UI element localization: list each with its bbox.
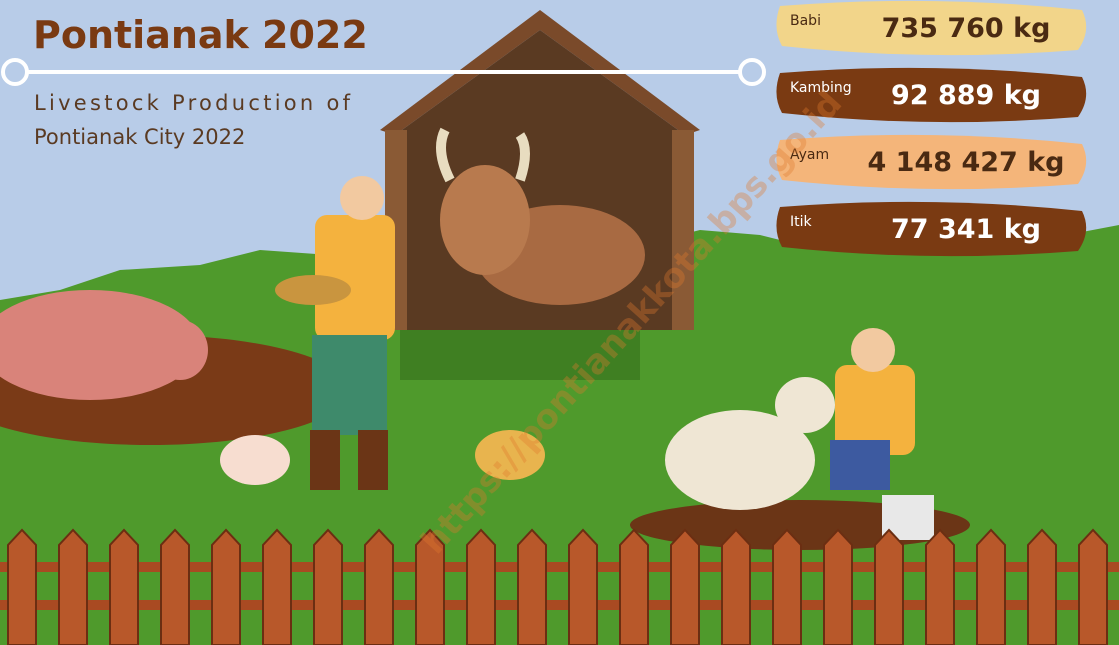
fence-rail [0, 562, 1119, 572]
title: Pontianak 2022 [33, 13, 368, 57]
farmer-boot [358, 430, 388, 490]
divider-end [1, 58, 29, 86]
item-label: Ayam [790, 147, 829, 163]
sheep-head [775, 377, 835, 433]
item-label: Babi [790, 13, 821, 29]
pig [0, 290, 200, 400]
fence-picket [517, 528, 547, 645]
fence-picket [568, 528, 598, 645]
pig-head [152, 320, 208, 380]
fence-picket [1078, 528, 1108, 645]
fence-picket [1027, 528, 1057, 645]
fence [0, 528, 1119, 645]
farmer-shirt [315, 215, 395, 340]
items: Babi 735 760 kg Kambing 92 889 kg Ayam 4 148 … [776, 0, 1087, 257]
chicken [220, 435, 290, 485]
farmer-pants [312, 335, 387, 435]
farmer-pants [830, 440, 890, 490]
item-label: Kambing [790, 80, 852, 96]
subtitle: Pontianak City 2022 [34, 125, 245, 149]
fence-picket [772, 528, 802, 645]
item-badge [776, 0, 1087, 56]
fence-picket [313, 528, 343, 645]
subtitle: Livestock Production of [34, 91, 351, 115]
item-badge [776, 67, 1087, 123]
fence-picket [58, 528, 88, 645]
fence-picket [976, 528, 1006, 645]
farmer-head [851, 328, 895, 372]
item-value: 735 760 kg [882, 13, 1051, 44]
item-value: 92 889 kg [891, 80, 1041, 111]
fence-picket [7, 528, 37, 645]
farmer-shirt [835, 365, 915, 455]
fence-picket [109, 528, 139, 645]
item-badge [776, 134, 1087, 190]
fence-picket [364, 528, 394, 645]
fence-picket [415, 528, 445, 645]
farmer-boot [310, 430, 340, 490]
fence-picket [619, 528, 649, 645]
divider-end [738, 58, 766, 86]
item-value: 77 341 kg [891, 214, 1041, 245]
item-value: 4 148 427 kg [868, 147, 1065, 178]
fence-picket [874, 528, 904, 645]
cow-head [440, 165, 530, 275]
fence-picket [670, 528, 700, 645]
fence-picket [160, 528, 190, 645]
feed-bowl [275, 275, 351, 305]
fence-picket [211, 528, 241, 645]
sheep [665, 410, 815, 510]
fence-picket [466, 528, 496, 645]
farmer-head [340, 176, 384, 220]
barn-post [672, 130, 694, 330]
cow-horns [436, 127, 530, 183]
fence-picket [925, 528, 955, 645]
fence-rail [0, 600, 1119, 610]
fence-picket [823, 528, 853, 645]
item-label: Itik [790, 214, 813, 230]
chicken [475, 430, 545, 480]
barn-roof [380, 10, 700, 135]
fence-picket [721, 528, 751, 645]
item-badge [776, 201, 1087, 257]
fence-picket [262, 528, 292, 645]
